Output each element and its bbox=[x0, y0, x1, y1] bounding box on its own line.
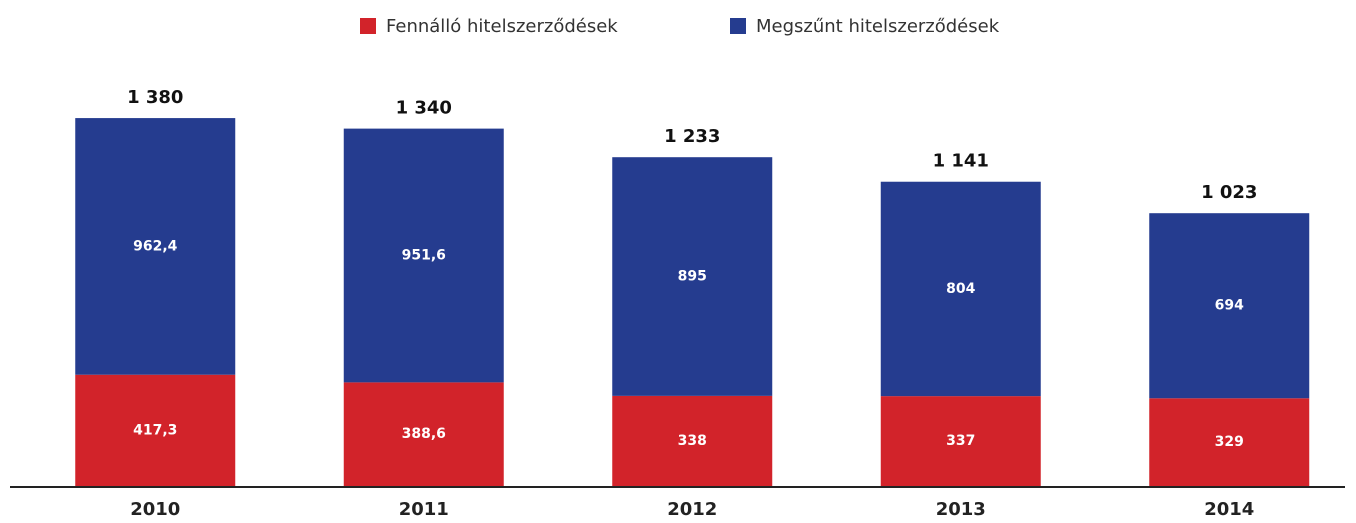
x-tick-label: 2014 bbox=[1204, 499, 1254, 520]
x-tick-label: 2013 bbox=[936, 499, 986, 520]
x-tick-label: 2011 bbox=[399, 499, 449, 520]
total-label: 1 233 bbox=[664, 126, 720, 147]
segment-label: 338 bbox=[678, 433, 707, 449]
total-label: 1 141 bbox=[933, 151, 989, 172]
legend-label: Fennálló hitelszerződések bbox=[386, 16, 618, 37]
segment-label: 694 bbox=[1215, 298, 1244, 314]
x-tick-label: 2012 bbox=[667, 499, 717, 520]
segment-label: 962,4 bbox=[133, 238, 178, 254]
bar-segment bbox=[612, 395, 773, 486]
total-label: 1 380 bbox=[127, 87, 183, 108]
bar-segment bbox=[75, 118, 236, 375]
segment-label: 329 bbox=[1215, 434, 1244, 450]
bar-segment bbox=[1149, 398, 1310, 486]
segment-label: 417,3 bbox=[133, 422, 177, 438]
segment-label: 804 bbox=[946, 281, 975, 297]
legend-swatch bbox=[360, 18, 376, 34]
legend-label: Megszűnt hitelszerződések bbox=[756, 16, 1000, 37]
bar-segment bbox=[880, 181, 1041, 397]
bar-segment bbox=[1149, 213, 1310, 399]
bar-segment bbox=[343, 382, 504, 486]
legend-swatch bbox=[730, 18, 746, 34]
bar-segment bbox=[343, 128, 504, 383]
total-label: 1 340 bbox=[396, 98, 452, 119]
total-label: 1 023 bbox=[1201, 182, 1257, 203]
bar-segment bbox=[75, 374, 236, 486]
segment-label: 951,6 bbox=[402, 247, 446, 263]
bar-segment bbox=[612, 157, 773, 396]
x-tick-label: 2010 bbox=[130, 499, 180, 520]
segment-label: 895 bbox=[678, 269, 707, 285]
segment-label: 337 bbox=[946, 433, 975, 449]
bar-segment bbox=[880, 396, 1041, 486]
segment-label: 388,6 bbox=[402, 426, 446, 442]
